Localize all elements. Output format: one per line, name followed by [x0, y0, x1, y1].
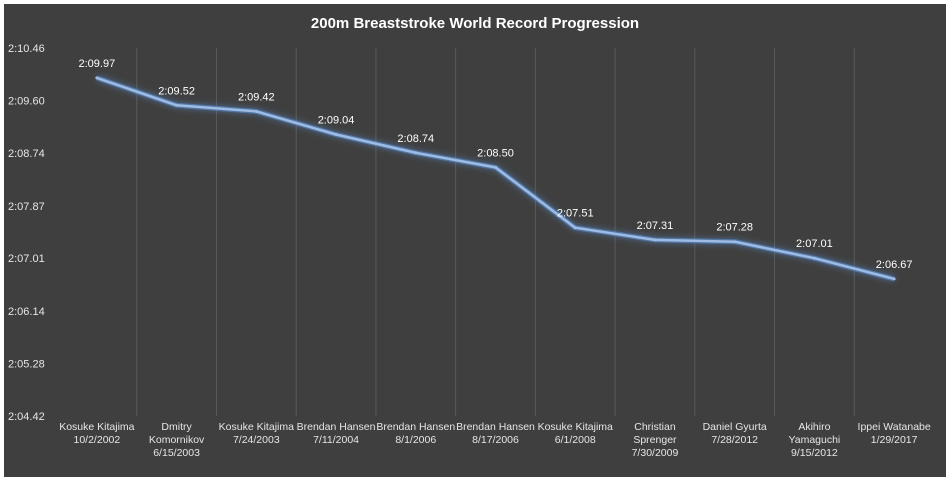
- data-label: 2:09.52: [158, 85, 195, 97]
- x-tick-label: Brendan Hansen 8/17/2006: [456, 421, 535, 446]
- chart-title: 200m Breaststroke World Record Progressi…: [311, 15, 639, 32]
- y-tick-label: 2:07.01: [8, 253, 45, 265]
- data-label: 2:09.04: [318, 115, 355, 127]
- data-point: [812, 256, 816, 260]
- y-tick-label: 2:09.60: [8, 95, 45, 107]
- y-tick-label: 2:10.46: [8, 43, 45, 55]
- y-tick-label: 2:07.87: [8, 201, 45, 213]
- data-point: [95, 76, 99, 80]
- x-tick-label: Daniel Gyurta 7/28/2012: [703, 421, 767, 446]
- data-label: 2:08.74: [397, 133, 434, 145]
- y-tick-label: 2:05.28: [8, 359, 45, 371]
- y-tick-label: 2:06.14: [8, 306, 45, 318]
- data-label: 2:09.42: [238, 91, 275, 103]
- data-point: [175, 103, 179, 107]
- chart-frame: 200m Breaststroke World Record Progressi…: [4, 4, 946, 477]
- y-axis: 2:10.46 2:09.60 2:08.74 2:07.87 2:07.01 2:06.…: [8, 43, 45, 423]
- data-label: 2:07.01: [796, 238, 833, 250]
- data-point: [414, 151, 418, 155]
- x-tick-label: Kosuke Kitajima 10/2/2002: [59, 421, 134, 446]
- x-tick-label: Brendan Hansen 8/1/2006: [376, 421, 455, 446]
- data-point: [254, 109, 258, 113]
- data-label: 2:07.31: [637, 220, 674, 232]
- series-world-record: [95, 75, 896, 282]
- x-tick-label: Christian Sprenger 7/30/2009: [632, 421, 679, 459]
- data-label: 2:08.50: [477, 147, 514, 159]
- x-tick-label: Ippei Watanabe 1/29/2017: [858, 421, 931, 446]
- data-point: [573, 226, 577, 230]
- y-tick-label: 2:04.42: [8, 411, 45, 423]
- x-tick-label: Kosuke Kitajima 7/24/2003: [219, 421, 294, 446]
- x-tick-label: Akihiro Yamaguchi 9/15/2012: [789, 421, 841, 459]
- data-label: 2:06.67: [876, 259, 913, 271]
- data-label: 2:07.51: [557, 208, 594, 220]
- data-label: 2:07.28: [716, 222, 753, 234]
- x-axis: Kosuke Kitajima 10/2/2002 Dmitry Komornikov…: [59, 421, 931, 459]
- line-chart: 200m Breaststroke World Record Progressi…: [8, 15, 931, 459]
- data-point: [892, 277, 896, 281]
- data-point: [494, 165, 497, 169]
- x-tick-label: Brendan Hansen 7/11/2004: [297, 421, 376, 446]
- data-point: [334, 133, 338, 137]
- data-point: [733, 240, 737, 244]
- y-tick-label: 2:08.74: [8, 148, 45, 160]
- data-labels: 2:09.97 2:09.52 2:09.42 2:09.04 2:08.74 2:08.…: [79, 58, 913, 271]
- x-tick-label: Dmitry Komornikov 6/15/2003: [149, 421, 205, 459]
- data-point: [653, 238, 657, 242]
- data-label: 2:09.97: [79, 58, 116, 70]
- x-tick-label: Kosuke Kitajima 6/1/2008: [538, 421, 613, 446]
